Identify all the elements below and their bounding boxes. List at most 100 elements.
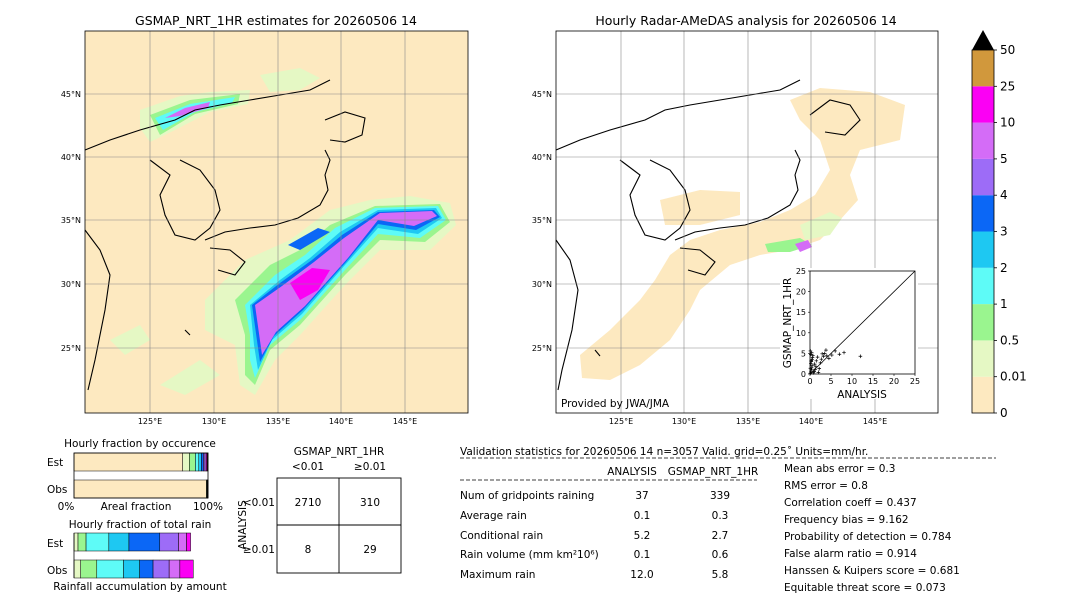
lon-label: 140°E	[329, 417, 353, 426]
left-map-lat-labels: 45°N 40°N 35°N 30°N 25°N	[61, 90, 81, 353]
bar-segment	[139, 559, 154, 579]
score: Equitable threat score = 0.073	[784, 582, 946, 594]
colorbar-label: 1	[1000, 297, 1008, 311]
right-map-coverage	[580, 88, 905, 380]
total-rain-est-label: Est	[47, 538, 63, 550]
occurrence-bars	[73, 452, 209, 499]
scatter-point	[818, 361, 823, 365]
lon-label: 145°E	[393, 417, 417, 426]
colorbar-segment	[972, 158, 994, 196]
lat-label: 45°N	[532, 90, 552, 99]
row-gsmap: 0.6	[712, 549, 729, 561]
score: False alarm ratio = 0.914	[784, 548, 917, 560]
lat-label: 30°N	[532, 280, 552, 289]
occurrence-tick-100: 100%	[193, 501, 223, 513]
left-map: GSMAP_NRT_1HR estimates for 20260506 14	[61, 13, 469, 426]
scatter-xtick-label: 15	[868, 377, 878, 386]
lat-label: 25°N	[532, 344, 552, 353]
scatter-point	[809, 370, 813, 374]
scatter-ytick-label: 15	[796, 308, 806, 317]
data-credit: Provided by JWA/JMA	[561, 398, 670, 410]
left-map-rain	[110, 68, 456, 395]
scatter-ytick-label: 25	[796, 267, 806, 276]
right-map-coastlines	[555, 79, 861, 391]
contingency-col-label: <0.01	[292, 461, 324, 473]
row-label: Average rain	[460, 510, 527, 522]
scatter-point	[810, 357, 814, 362]
scatter-point	[811, 353, 815, 358]
colorbar-over-arrow	[972, 30, 994, 50]
lon-label: 125°E	[138, 417, 162, 426]
scatter-ticks: 0 5 10 15 20 25 0 5 10 15 20 25	[796, 267, 920, 386]
occurrence-est-label: Est	[47, 457, 63, 469]
scatter-point	[858, 354, 863, 359]
right-map-frame	[555, 30, 939, 414]
occurrence-tick-0: 0%	[58, 501, 75, 513]
row-label: Maximum rain	[460, 569, 535, 581]
bar-segment	[189, 452, 196, 472]
scatter-point	[810, 355, 815, 360]
lon-label: 130°E	[672, 417, 696, 426]
bar-segment	[123, 559, 140, 579]
validation-rows: Num of gridpoints raining 37 339 Average…	[460, 490, 730, 581]
colorbar-label: 5	[1000, 152, 1008, 166]
score: Correlation coeff = 0.437	[784, 497, 917, 509]
colorbar-segment	[972, 50, 994, 87]
scatter-point	[808, 349, 813, 353]
scatter-point	[813, 367, 817, 372]
lon-label: 145°E	[863, 417, 887, 426]
scatter-point	[816, 370, 821, 375]
left-map-title: GSMAP_NRT_1HR estimates for 20260506 14	[135, 13, 417, 28]
colorbar-segment	[972, 340, 994, 377]
row-analysis: 0.1	[634, 549, 651, 561]
lat-label: 40°N	[532, 153, 552, 162]
scatter-point	[809, 358, 814, 363]
scatter-point	[824, 348, 828, 352]
row-label: Conditional rain	[460, 530, 543, 542]
colorbar-label: 25	[1000, 79, 1015, 93]
total-rain-title: Hourly fraction of total rain	[69, 519, 212, 531]
validation-statistics: Validation statistics for 20260506 14 n=…	[460, 446, 996, 594]
right-map: Hourly Radar-AMeDAS analysis for 2026050…	[532, 13, 939, 426]
scatter-point	[817, 366, 822, 371]
bar-segment	[85, 532, 110, 552]
colorbar-label: 10	[1000, 116, 1015, 130]
scatter-xtick-label: 10	[847, 377, 857, 386]
colorbar-label: 0.5	[1000, 333, 1019, 347]
scatter-point	[825, 354, 829, 358]
scatter-ytick-label: 5	[801, 349, 806, 358]
scatter-ylabel: GSMAP_NRT_1HR	[782, 278, 794, 369]
scatter-xtick-label: 5	[828, 377, 833, 386]
lat-label: 25°N	[61, 344, 81, 353]
lon-label: 135°E	[736, 417, 760, 426]
scatter-point	[815, 355, 820, 359]
scatter-point	[808, 366, 813, 371]
row-label: Rain volume (mm km²10⁶)	[460, 549, 599, 561]
left-map-coastlines	[84, 79, 366, 391]
scatter-xtick-label: 25	[910, 377, 920, 386]
bar-segment	[152, 559, 170, 579]
scatter-point	[809, 361, 813, 366]
row-gsmap: 2.7	[712, 530, 729, 542]
bar-segment	[73, 559, 81, 579]
contingency-cell: 310	[360, 497, 380, 509]
contingency-cell: 8	[305, 544, 312, 556]
lon-label: 130°E	[202, 417, 226, 426]
colorbar-segment	[972, 195, 994, 232]
scatter-point	[827, 356, 831, 361]
left-map-grid	[85, 31, 468, 413]
row-label: Num of gridpoints raining	[460, 490, 594, 502]
occurrence-title: Hourly fraction by occurence	[64, 438, 216, 450]
scatter-point	[833, 349, 837, 353]
validation-header: Validation statistics for 20260506 14 n=…	[460, 446, 868, 458]
lon-label: 135°E	[266, 417, 290, 426]
scatter-point	[819, 357, 824, 361]
colorbar-segment	[972, 86, 994, 123]
scatter-point	[814, 359, 819, 363]
scatter-ytick-label: 10	[796, 329, 806, 338]
colorbar-segment	[972, 304, 994, 341]
bar-segment	[195, 452, 200, 472]
colorbar-label: 0	[1000, 406, 1008, 420]
row-analysis: 5.2	[634, 530, 651, 542]
